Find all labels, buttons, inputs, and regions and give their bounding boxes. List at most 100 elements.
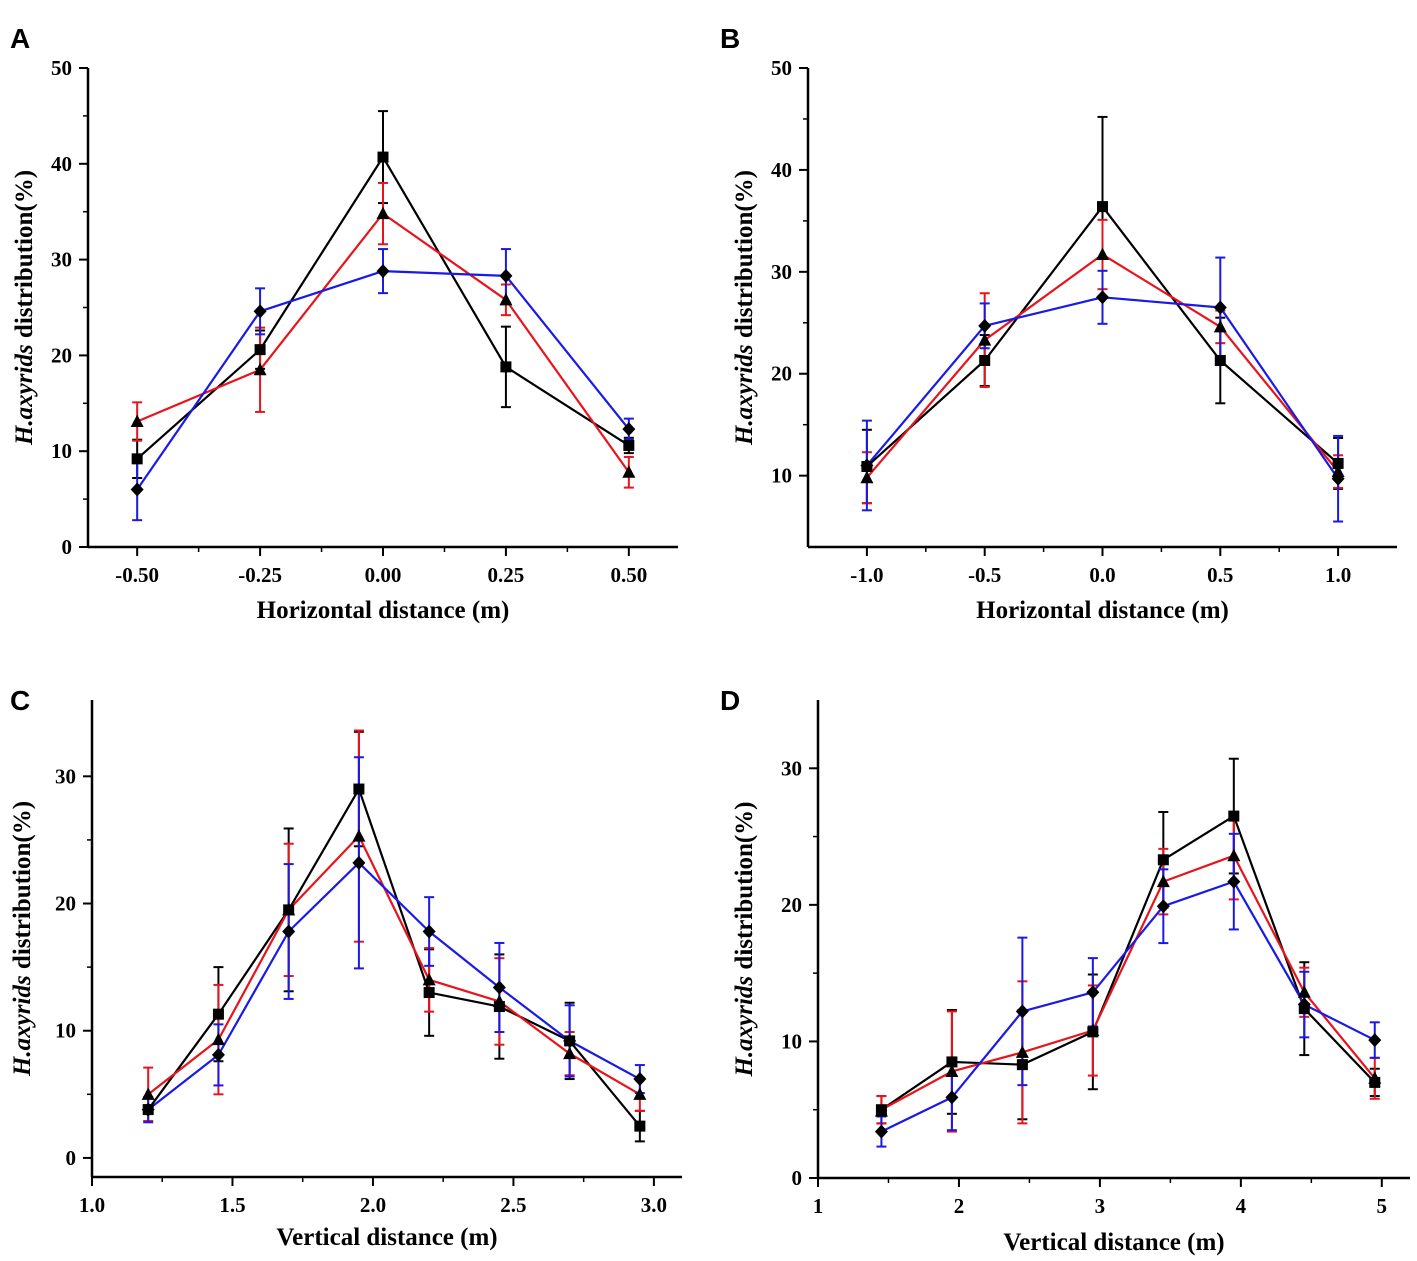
panel-a-y-tick-label: 20 [51,343,72,367]
panel-b-y-tick-label: 20 [771,362,792,386]
panel-c-x-tick-label: 3.0 [641,1193,667,1217]
panel-c-letter: C [10,685,30,716]
panel-d-black-triangle-point [1156,874,1170,888]
panel-c-blue-diamond-line [147,861,641,1111]
panel-c-blue-diamond-point [563,1033,577,1048]
panel-a-blue-diamond-point [622,422,636,437]
panel-c-series-black-square [147,730,645,1143]
panel-b-black-triangle-point [1213,319,1227,333]
panel-a-x-axis-title: Horizontal distance (m) [257,597,510,624]
panel-c-blue-diamond-point [633,1072,647,1087]
panel-b-x-tick-label: -1.0 [850,563,883,587]
panel-c-blue-diamond-point [211,1047,225,1062]
panel-d-markers-blue-diamond [874,874,1382,1139]
panel-d-blue-diamond-line [880,880,1376,1133]
panel-d-black-square-point [1016,1059,1028,1071]
panel-b-y-tick-label: 40 [771,158,792,182]
panel-d-blue-diamond-point [1368,1033,1382,1048]
panel-c: C 0 10 20 30 1.0 1.5 2.0 2.5 3.0 Vertical distance… [9,685,682,1251]
panel-a-black-triangle-point [622,465,636,478]
panel-a-y-tick-label: 30 [51,248,72,272]
panel-d-x-tick-label: 3 [1095,1194,1106,1218]
panel-c-black-square-point [212,1008,224,1020]
panel-c-y-tick-label: 30 [55,764,76,788]
panel-c-black-triangle-point [141,1087,155,1100]
panel-c-black-triangle-point [563,1046,577,1060]
panel-c-black-square-point [423,987,435,999]
panel-c-blue-diamond-point [492,980,506,995]
panel-d-y-axis-title-rest: distribution(%) [731,801,758,975]
panel-b-y-tick-label: 30 [771,260,792,284]
panel-d-blue-diamond-point [1086,985,1100,1000]
panel-b-y-axis-title: H.axyrids distribution(%) [731,170,758,446]
panel-a-markers-black-triangle [130,206,636,478]
panel-d-y-tick-label: 0 [792,1166,803,1190]
panel-b-series-red [861,218,1344,505]
panel-c-black-triangle-point [211,1032,225,1046]
panel-a-black-square-point [254,344,266,356]
panel-d-x-tick-label: 5 [1377,1194,1388,1218]
panel-a-black-triangle-point [253,362,267,376]
panel-c-y-tick-label: 0 [66,1146,77,1170]
panel-c-y-tick-label: 20 [55,892,76,916]
panel-a-black-triangle-point [499,292,513,306]
panel-c-black-square-line [147,787,641,1127]
panel-b-letter: B [720,23,740,54]
panel-d-y-axis-title-species: H.axyrids [731,976,758,1078]
panel-a-markers-blue-diamond [130,264,636,497]
panel-a-y-tick-label: 10 [51,439,72,463]
panel-c-markers-black-triangle [141,829,647,1100]
panel-b-x-tick-label: -0.5 [968,563,1001,587]
panel-b-black-square-point [1332,457,1344,469]
panel-a-black-triangle-point [130,414,144,428]
panel-d-blue-diamond-point [874,1124,888,1139]
panel-c-blue-diamond-point [141,1102,155,1117]
panel-b-x-tick-label: 0.0 [1089,563,1115,587]
panel-b-y-axis-title-species: H.axyrids [731,344,758,446]
panel-d-y-axis-title: H.axyrids distribution(%) [731,801,758,1077]
panel-c-x-tick-label: 1.0 [79,1193,105,1217]
panel-c-red-line [147,835,641,1096]
panel-c-blue-diamond-point [422,924,436,939]
panel-a-blue-diamond-point [499,268,513,283]
panel-a-y-tick-label: 50 [51,56,72,80]
panel-d-black-triangle-point [1086,1023,1100,1037]
panel-c-series-blue-diamond [143,756,645,1124]
panel-d-red-line [880,854,1376,1111]
panel-b-black-triangle-point [1331,464,1345,478]
panel-d-markers-black-triangle [874,848,1382,1117]
panel-d-blue-diamond-point [1227,874,1241,889]
panel-d-letter: D [720,685,740,716]
panel-b-x-axis-title: Horizontal distance (m) [976,597,1229,624]
panel-d-x-axis-title: Vertical distance (m) [1003,1229,1224,1256]
panel-c-y-axis-title: H.axyrids distribution(%) [9,801,36,1077]
panel-c-y-axis-title-rest: distribution(%) [9,801,36,975]
panel-a-black-square-point [131,453,143,465]
panel-a-markers-black-square [131,151,635,465]
panel-a-x-tick-label: 0.50 [610,563,647,587]
panel-d-blue-diamond-point [1297,997,1311,1012]
panel-a-black-square-point [500,361,512,373]
panel-d-black-triangle-point [874,1104,888,1117]
panel-a-x-tick-label: -0.50 [115,563,159,587]
panel-d-y-tick-label: 20 [781,893,802,917]
panel-b-x-tick-label: 0.5 [1207,563,1233,587]
panel-b-y-tick-label: 10 [771,464,792,488]
panel-d-x-tick-label: 1 [813,1194,824,1218]
panel-a-y-tick-label: 0 [62,535,73,559]
panel-d-blue-diamond-point [1015,1004,1029,1019]
panel-a-y-tick-label: 40 [51,152,72,176]
panel-d-black-triangle-point [1015,1045,1029,1058]
panel-a-x-tick-label: 0.00 [365,563,402,587]
panel-b-blue-diamond-point [1331,471,1345,486]
panel-c-x-tick-label: 2.0 [360,1193,386,1217]
panel-b-blue-diamond-point [860,458,874,473]
panel-d-blue-diamond-point [1156,899,1170,914]
panel-d: D 0 10 20 30 1 2 3 4 5 Vertical distance (m) H.axyr… [720,685,1410,1256]
panel-b-black-square-point [1214,354,1226,366]
panel-d-x-tick-label: 4 [1236,1194,1247,1218]
panel-a-series-black-square [132,110,634,480]
panel-b-black-square-point [979,354,991,366]
panel-b-markers-black-triangle [860,247,1345,484]
panel-b-blue-diamond-point [978,318,992,333]
